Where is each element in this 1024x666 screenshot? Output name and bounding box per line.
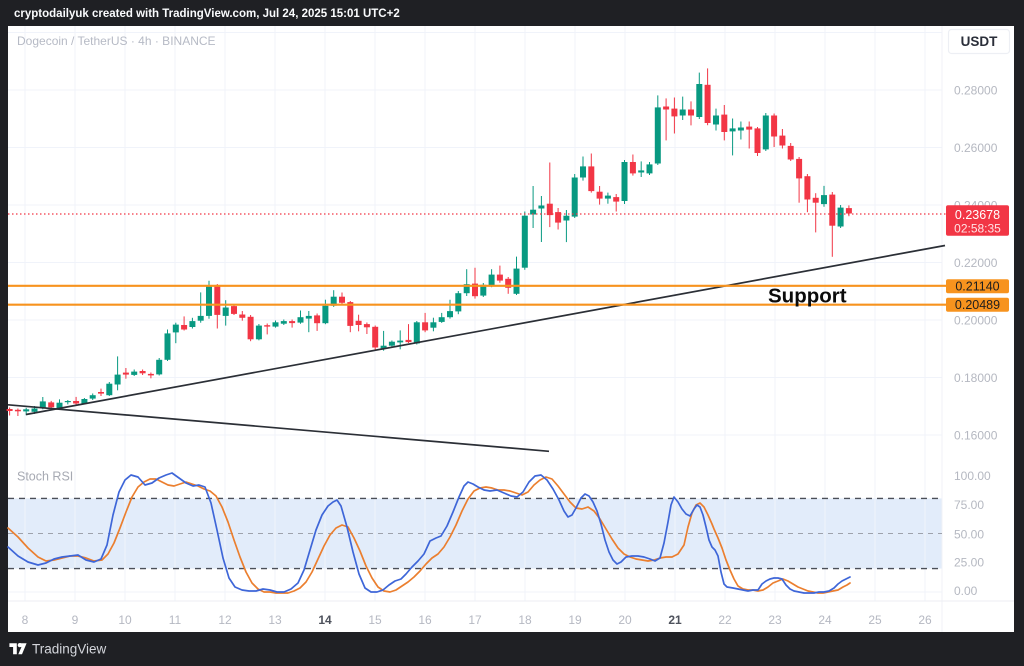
svg-text:0.23678: 0.23678: [955, 208, 1000, 222]
svg-text:0.21140: 0.21140: [955, 280, 999, 294]
svg-text:0.28000: 0.28000: [954, 83, 998, 97]
svg-text:12: 12: [218, 613, 232, 627]
svg-text:25: 25: [868, 613, 882, 627]
svg-text:cryptodailyuk created with Tra: cryptodailyuk created with TradingView.c…: [14, 8, 400, 20]
svg-text:26: 26: [918, 613, 932, 627]
svg-text:18: 18: [518, 613, 532, 627]
svg-text:16: 16: [418, 613, 432, 627]
svg-text:Dogecoin / TetherUS · 4h · BIN: Dogecoin / TetherUS · 4h · BINANCE: [17, 34, 216, 48]
svg-text:11: 11: [169, 613, 182, 627]
svg-text:75.00: 75.00: [954, 498, 984, 512]
svg-text:0.18000: 0.18000: [954, 371, 998, 385]
svg-text:0.20489: 0.20489: [955, 298, 1000, 312]
svg-text:100.00: 100.00: [954, 469, 991, 483]
svg-text:0.22000: 0.22000: [954, 256, 998, 270]
svg-text:17: 17: [468, 613, 482, 627]
svg-text:13: 13: [268, 613, 282, 627]
svg-text:02:58:35: 02:58:35: [954, 222, 1001, 236]
svg-text:21: 21: [668, 613, 682, 627]
svg-text:0.00: 0.00: [954, 584, 978, 598]
svg-text:15: 15: [368, 613, 382, 627]
svg-text:0.26000: 0.26000: [954, 141, 998, 155]
svg-text:14: 14: [318, 613, 332, 627]
svg-text:23: 23: [768, 613, 782, 627]
svg-text:20: 20: [618, 613, 632, 627]
svg-text:22: 22: [718, 613, 732, 627]
svg-text:Support: Support: [768, 285, 847, 308]
svg-text:0.16000: 0.16000: [954, 428, 998, 442]
svg-text:24: 24: [818, 613, 832, 627]
svg-text:25.00: 25.00: [954, 556, 984, 570]
svg-text:TradingView: TradingView: [32, 642, 107, 657]
svg-text:10: 10: [118, 613, 132, 627]
svg-text:19: 19: [568, 613, 582, 627]
svg-text:USDT: USDT: [961, 34, 999, 49]
svg-text:Stoch RSI: Stoch RSI: [17, 470, 73, 484]
svg-text:9: 9: [72, 613, 79, 627]
svg-text:50.00: 50.00: [954, 527, 984, 541]
svg-text:8: 8: [22, 613, 29, 627]
svg-text:0.20000: 0.20000: [954, 313, 998, 327]
